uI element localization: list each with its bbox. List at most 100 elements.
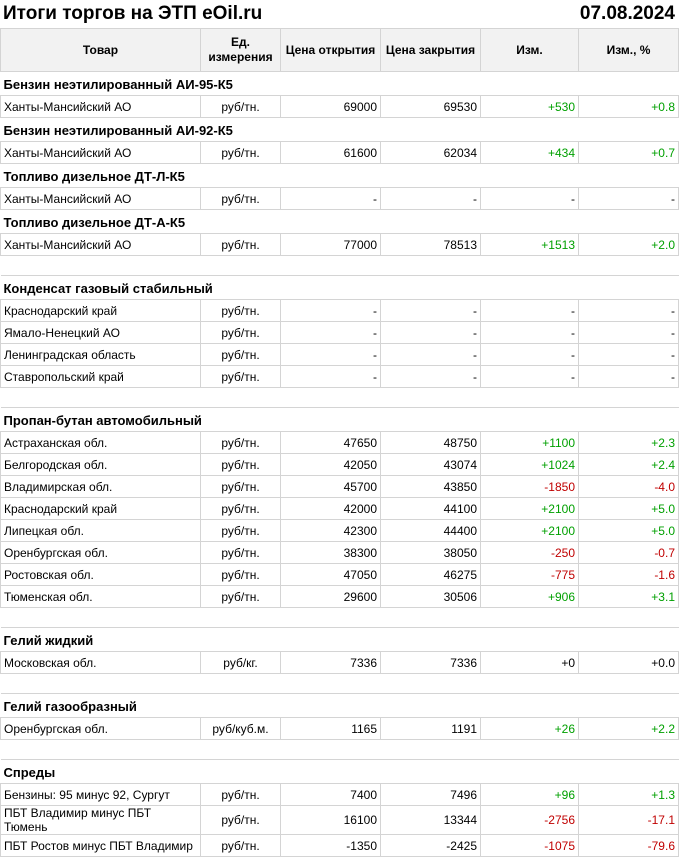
unit: руб/куб.м. bbox=[200, 717, 281, 740]
data-row: Ханты-Мансийский АО руб/тн. - - - - bbox=[0, 187, 679, 210]
spacer bbox=[0, 387, 679, 408]
section-title: Конденсат газовый стабильный bbox=[0, 275, 679, 300]
close-price: 43850 bbox=[380, 475, 481, 498]
open-price: 77000 bbox=[280, 233, 381, 256]
change-percent: +0.8 bbox=[578, 95, 679, 118]
open-price: 7400 bbox=[280, 783, 381, 806]
column-header: Цена закрытия bbox=[380, 28, 481, 72]
close-price: 44400 bbox=[380, 519, 481, 542]
unit: руб/тн. bbox=[200, 141, 281, 164]
close-price: 13344 bbox=[380, 805, 481, 835]
change: -250 bbox=[480, 541, 579, 564]
open-price: 47650 bbox=[280, 431, 381, 454]
section-row: Пропан-бутан автомобильный bbox=[0, 407, 679, 432]
change-percent: -4.0 bbox=[578, 475, 679, 498]
data-row: Ленинградская область руб/тн. - - - - bbox=[0, 343, 679, 366]
spacer-row bbox=[0, 673, 679, 694]
change-percent: +2.3 bbox=[578, 431, 679, 454]
section-row: Бензин неэтилированный АИ-92-К5 bbox=[0, 117, 679, 142]
close-price: - bbox=[380, 321, 481, 344]
region: Ханты-Мансийский АО bbox=[0, 187, 201, 210]
column-header: Ед. измерения bbox=[200, 28, 281, 72]
section-row: Спреды bbox=[0, 759, 679, 784]
change: +0 bbox=[480, 651, 579, 674]
close-price: 44100 bbox=[380, 497, 481, 520]
section-title: Бензин неэтилированный АИ-92-К5 bbox=[0, 117, 679, 142]
open-price: - bbox=[280, 321, 381, 344]
open-price: 42300 bbox=[280, 519, 381, 542]
unit: руб/тн. bbox=[200, 475, 281, 498]
change-percent: +2.2 bbox=[578, 717, 679, 740]
unit: руб/тн. bbox=[200, 95, 281, 118]
open-price: 45700 bbox=[280, 475, 381, 498]
change: +1024 bbox=[480, 453, 579, 476]
spacer bbox=[0, 607, 679, 628]
unit: руб/кг. bbox=[200, 651, 281, 674]
spacer-row bbox=[0, 387, 679, 408]
change-percent: +5.0 bbox=[578, 497, 679, 520]
spacer bbox=[0, 673, 679, 694]
change-percent: +2.0 bbox=[578, 233, 679, 256]
unit: руб/тн. bbox=[200, 783, 281, 806]
change-percent: +1.3 bbox=[578, 783, 679, 806]
unit: руб/тн. bbox=[200, 233, 281, 256]
change-percent: -0.7 bbox=[578, 541, 679, 564]
close-price: 48750 bbox=[380, 431, 481, 454]
region: Ханты-Мансийский АО bbox=[0, 141, 201, 164]
section-row: Гелий газообразный bbox=[0, 693, 679, 718]
change-percent: +0.0 bbox=[578, 651, 679, 674]
region: Белгородская обл. bbox=[0, 453, 201, 476]
region: Ханты-Мансийский АО bbox=[0, 233, 201, 256]
open-price: 29600 bbox=[280, 585, 381, 608]
data-row: Оренбургская обл. руб/куб.м. 1165 1191 +26 +2… bbox=[0, 717, 679, 740]
section-title: Бензин неэтилированный АИ-95-К5 bbox=[0, 71, 679, 96]
section-title: Спреды bbox=[0, 759, 679, 784]
change: +2100 bbox=[480, 497, 579, 520]
region: Краснодарский край bbox=[0, 299, 201, 322]
region: Ставропольский край bbox=[0, 365, 201, 388]
open-price: 61600 bbox=[280, 141, 381, 164]
open-price: 47050 bbox=[280, 563, 381, 586]
column-header: Изм. bbox=[480, 28, 579, 72]
open-price: -1350 bbox=[280, 834, 381, 857]
change: +1100 bbox=[480, 431, 579, 454]
change: -1850 bbox=[480, 475, 579, 498]
unit: руб/тн. bbox=[200, 834, 281, 857]
unit: руб/тн. bbox=[200, 805, 281, 835]
unit: руб/тн. bbox=[200, 321, 281, 344]
data-row: Владимирская обл. руб/тн. 45700 43850 -1850-… bbox=[0, 475, 679, 498]
change-percent: -79.6 bbox=[578, 834, 679, 857]
close-price: - bbox=[380, 343, 481, 366]
data-row: Ставропольский край руб/тн. - - - - bbox=[0, 365, 679, 388]
open-price: 69000 bbox=[280, 95, 381, 118]
data-row: Белгородская обл. руб/тн. 42050 43074 +1024 +… bbox=[0, 453, 679, 476]
close-price: 62034 bbox=[380, 141, 481, 164]
spacer-row bbox=[0, 607, 679, 628]
data-row: Краснодарский край руб/тн. - - - - bbox=[0, 299, 679, 322]
unit: руб/тн. bbox=[200, 453, 281, 476]
close-price: 78513 bbox=[380, 233, 481, 256]
close-price: 46275 bbox=[380, 563, 481, 586]
change-percent: +2.4 bbox=[578, 453, 679, 476]
section-title: Топливо дизельное ДТ-А-К5 bbox=[0, 209, 679, 234]
open-price: 42000 bbox=[280, 497, 381, 520]
spacer bbox=[0, 255, 679, 276]
change-percent: +0.7 bbox=[578, 141, 679, 164]
change: -1075 bbox=[480, 834, 579, 857]
change: - bbox=[480, 299, 579, 322]
change: - bbox=[480, 321, 579, 344]
region: Московская обл. bbox=[0, 651, 201, 674]
section-row: Бензин неэтилированный АИ-95-К5 bbox=[0, 71, 679, 96]
section-row: Топливо дизельное ДТ-Л-К5 bbox=[0, 163, 679, 188]
region: ПБТ Владимир минус ПБТ Тюмень bbox=[0, 805, 201, 835]
close-price: 30506 bbox=[380, 585, 481, 608]
column-header: Цена открытия bbox=[280, 28, 381, 72]
close-price: - bbox=[380, 299, 481, 322]
unit: руб/тн. bbox=[200, 563, 281, 586]
open-price: 42050 bbox=[280, 453, 381, 476]
change-percent: - bbox=[578, 187, 679, 210]
section-row: Гелий жидкий bbox=[0, 627, 679, 652]
title: Итоги торгов на ЭТП eOil.ru bbox=[3, 3, 263, 24]
change: +906 bbox=[480, 585, 579, 608]
change-percent: -17.1 bbox=[578, 805, 679, 835]
